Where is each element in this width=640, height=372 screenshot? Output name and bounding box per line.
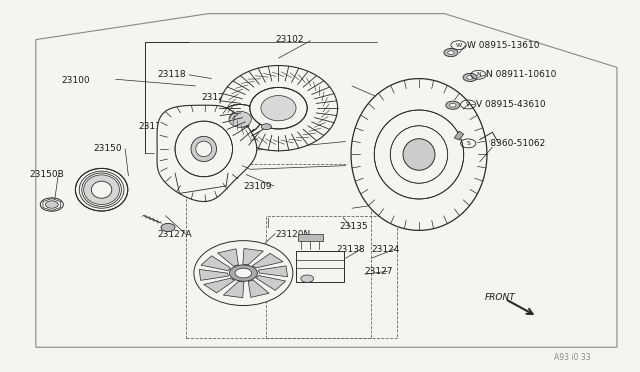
Polygon shape [36,14,617,347]
Polygon shape [351,78,487,230]
Text: 23138: 23138 [336,244,365,253]
Ellipse shape [194,241,293,305]
Polygon shape [252,253,283,268]
Text: 23215: 23215 [314,267,342,276]
Ellipse shape [220,105,261,134]
Bar [298,234,323,241]
Polygon shape [201,256,230,271]
Polygon shape [454,131,464,140]
Ellipse shape [250,87,307,129]
Bar [186,164,371,338]
Circle shape [229,265,257,281]
Circle shape [161,224,175,232]
Bar [296,251,344,282]
Ellipse shape [154,101,253,197]
Text: S 08360-51062: S 08360-51062 [476,139,546,148]
Circle shape [235,268,252,278]
Ellipse shape [220,65,337,151]
Ellipse shape [175,121,232,177]
Text: 23120M: 23120M [202,93,238,102]
Text: 23135: 23135 [339,222,368,231]
Polygon shape [248,280,269,297]
Circle shape [444,48,458,57]
Polygon shape [204,278,234,293]
Polygon shape [223,282,244,298]
Polygon shape [218,249,239,266]
Text: 23118: 23118 [157,70,186,79]
Polygon shape [243,248,264,265]
Text: 23127A: 23127A [157,230,192,239]
Polygon shape [256,276,285,291]
Text: FRONT: FRONT [484,293,515,302]
Polygon shape [157,105,257,202]
Text: S: S [466,141,470,146]
Polygon shape [259,266,287,277]
Text: 23102: 23102 [275,35,304,44]
Circle shape [45,201,58,208]
Text: 23109: 23109 [243,182,272,190]
Ellipse shape [390,126,448,183]
Ellipse shape [229,111,252,127]
Ellipse shape [374,110,464,199]
Text: 23150B: 23150B [29,170,64,179]
Ellipse shape [261,96,296,121]
Circle shape [467,76,473,79]
Text: N 08911-10610: N 08911-10610 [486,70,556,79]
Bar [266,216,397,338]
Text: W: W [456,43,461,48]
Ellipse shape [403,139,435,170]
Text: 23120N: 23120N [275,230,310,239]
Circle shape [446,101,460,109]
Text: 23115: 23115 [138,122,166,131]
Text: W 08915-13610: W 08915-13610 [467,41,540,50]
Text: 23100: 23100 [61,76,90,85]
Circle shape [301,275,314,282]
Circle shape [450,103,456,107]
Circle shape [448,51,454,54]
Ellipse shape [76,169,128,211]
Ellipse shape [84,175,120,205]
Circle shape [40,198,63,211]
Polygon shape [199,269,228,280]
Text: 23150: 23150 [93,144,122,153]
Text: V 08915-43610: V 08915-43610 [476,100,546,109]
Text: A93 i0 33: A93 i0 33 [554,353,591,362]
Text: 23127: 23127 [365,267,393,276]
Text: 23124: 23124 [371,244,399,253]
Text: V: V [466,102,470,107]
Text: N: N [476,72,481,77]
Ellipse shape [347,82,491,227]
Circle shape [261,124,271,130]
Text: 23156: 23156 [448,193,476,202]
Ellipse shape [196,141,212,157]
Circle shape [463,73,477,81]
Ellipse shape [191,137,216,161]
Ellipse shape [92,181,112,198]
